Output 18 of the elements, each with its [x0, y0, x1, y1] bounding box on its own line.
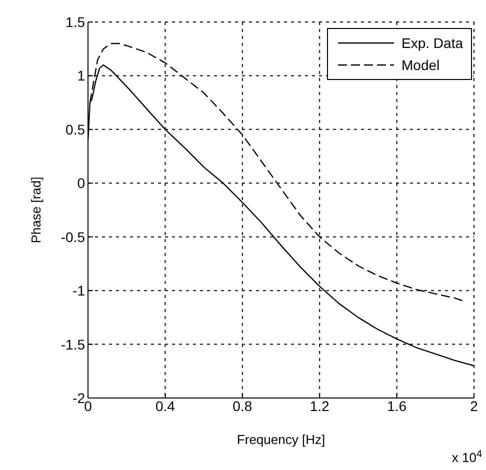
y-tick-label: 0.5	[66, 121, 86, 138]
y-tick-label: 1.5	[66, 14, 86, 30]
x-tick-label: 2	[470, 398, 478, 414]
y-tick-label: -2	[72, 390, 86, 406]
y-tick-label: -0.5	[60, 228, 86, 245]
y-tick-label: -1.5	[60, 336, 86, 352]
y-tick-label: -1	[72, 282, 86, 299]
x-tick-label: 0.4	[155, 398, 176, 414]
y-tick-label: 1	[77, 68, 86, 84]
x-tick-label: 1.2	[310, 398, 330, 414]
x-axis-title: Frequency [Hz]	[236, 432, 326, 447]
y-axis-title: Phase [rad]	[28, 176, 44, 244]
x-tick-label: 0.8	[232, 398, 252, 414]
x-tick-label: 1.6	[387, 398, 407, 414]
y-tick-label: 0	[77, 175, 86, 192]
legend-label: Model	[402, 56, 440, 75]
legend-label: Exp. Data	[402, 34, 463, 53]
text: x 10$^{4}$	[452, 448, 482, 465]
